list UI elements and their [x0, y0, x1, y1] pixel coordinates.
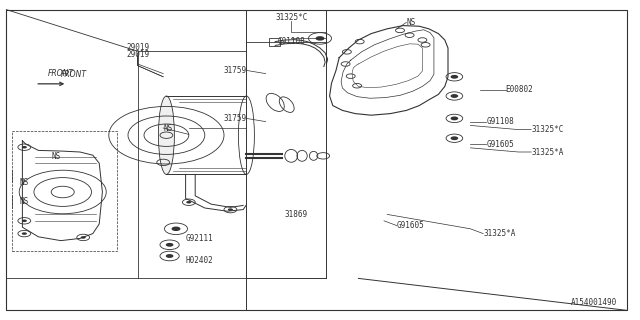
- Text: NS: NS: [406, 18, 415, 27]
- Circle shape: [22, 146, 27, 148]
- Text: 31325*C: 31325*C: [531, 125, 564, 134]
- Text: G91605: G91605: [486, 140, 514, 148]
- Text: 29019: 29019: [126, 43, 149, 52]
- Circle shape: [22, 232, 27, 235]
- Text: 29019: 29019: [126, 50, 149, 59]
- Bar: [12, 131, 117, 251]
- Circle shape: [451, 116, 458, 120]
- Text: 31759: 31759: [223, 114, 246, 123]
- Circle shape: [186, 201, 191, 204]
- Text: H02402: H02402: [186, 256, 213, 265]
- Text: 31869: 31869: [285, 210, 308, 219]
- Circle shape: [451, 136, 458, 140]
- Text: FRONT: FRONT: [48, 69, 74, 78]
- Text: A154001490: A154001490: [572, 298, 618, 307]
- Text: NS: NS: [51, 152, 60, 161]
- Text: G91108: G91108: [486, 117, 514, 126]
- Text: 31325*A: 31325*A: [483, 229, 516, 238]
- Circle shape: [166, 243, 173, 247]
- Text: NS: NS: [19, 197, 28, 206]
- Circle shape: [228, 208, 233, 211]
- Text: G91605: G91605: [397, 221, 424, 230]
- Circle shape: [316, 36, 324, 41]
- Circle shape: [451, 75, 458, 79]
- Text: E00802: E00802: [506, 85, 533, 94]
- Circle shape: [22, 220, 27, 222]
- Text: 31325*C: 31325*C: [275, 13, 307, 22]
- Text: G92111: G92111: [186, 234, 213, 243]
- Circle shape: [451, 94, 458, 98]
- Bar: [269, 38, 280, 46]
- Text: NS: NS: [163, 124, 172, 132]
- Circle shape: [81, 236, 86, 239]
- Ellipse shape: [158, 96, 174, 174]
- Text: FRONT: FRONT: [61, 70, 87, 79]
- Text: 31325*A: 31325*A: [531, 148, 564, 156]
- Text: NS: NS: [19, 178, 28, 187]
- Circle shape: [166, 254, 173, 258]
- Text: G91108: G91108: [277, 37, 305, 46]
- Text: 31759: 31759: [223, 66, 246, 75]
- Circle shape: [172, 227, 180, 231]
